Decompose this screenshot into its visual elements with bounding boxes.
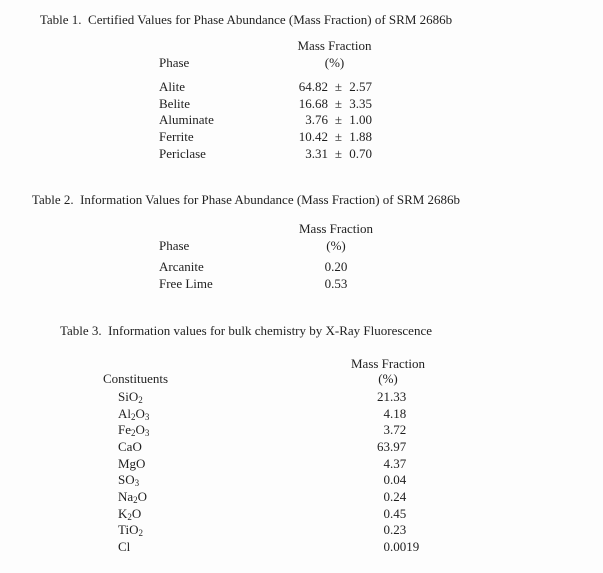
mass-fraction-value-integer: 4 [383,455,391,471]
table-3-caption: Table 3. Information values for bulk che… [59,323,432,338]
phase-row: Arcanite 0.20 [0,259,492,276]
plus-minus-symbol: ± [334,112,343,128]
phase-name: Free Lime [159,275,213,291]
table-3-rows: SiO2 21 .33 Al2O3 4 .18 Fe2O3 3 .72 CaO … [0,389,492,556]
mass-fraction-value-integer: 0 [383,472,391,488]
constituent-row: K2O 0 .45 [0,506,492,523]
mass-fraction-value-integer: 63 [377,438,390,454]
uncertainty-value: 3.35 [349,95,372,111]
phase-row: Aluminate 3.76 ± 1.00 [0,112,492,129]
phase-name: Ferrite [159,128,194,144]
mass-fraction-value-integer: 3 [383,422,391,438]
phase-row: Free Lime 0.53 [0,276,492,293]
plus-minus-symbol: ± [334,128,343,144]
constituent-formula: K2O [118,505,142,522]
constituent-formula: Al2O3 [118,405,150,422]
mass-fraction-value-fraction: .37 [390,455,407,471]
table-2-percent-header: (%) [326,238,346,253]
constituent-row: Na2O 0 .24 [0,489,492,506]
uncertainty-value: 2.57 [349,79,372,94]
table-1-mass-fraction-header: Mass Fraction [297,38,372,53]
constituent-row: MgO 4 .37 [0,456,492,473]
plus-minus-symbol: ± [334,95,343,111]
uncertainty-value: 0.70 [349,145,372,161]
constituent-row: Cl 0 .0019 [0,539,492,556]
constituent-formula: SO3 [118,472,140,489]
constituent-formula: TiO2 [118,522,143,539]
mass-fraction-value: 0.20 [324,259,348,274]
mass-fraction-value-fraction: .72 [390,422,407,438]
constituent-formula: Fe2O3 [118,422,150,439]
table-1-caption: Table 1. Certified Values for Phase Abun… [39,12,453,27]
plus-minus-symbol: ± [334,145,343,161]
constituent-formula: Cl [118,538,131,554]
table-3-percent-header: (%) [378,371,398,386]
table-2-mass-fraction-header: Mass Fraction [298,221,374,236]
table-1-percent-header: (%) [324,55,345,70]
uncertainty-value: 1.00 [349,112,372,128]
constituent-row: TiO2 0 .23 [0,522,492,539]
constituent-row: Fe2O3 3 .72 [0,422,492,439]
constituent-row: CaO 63 .97 [0,439,492,456]
mass-fraction-value-fraction: .23 [390,522,407,538]
mass-fraction-value-integer: 4 [383,405,391,421]
constituent-formula: Na2O [118,488,148,505]
mass-fraction-value-fraction: .04 [390,472,407,488]
mass-fraction-value-fraction: .33 [390,389,407,404]
mass-fraction-value: 3.76 [305,112,328,128]
constituent-row: SO3 0 .04 [0,472,492,489]
constituent-row: Al2O3 4 .18 [0,406,492,423]
mass-fraction-value-integer: 0 [383,538,391,554]
table-1-rows: Alite 64.82 ± 2.57 Belite 16.68 ± 3.35 A… [0,79,492,162]
mass-fraction-value-integer: 0 [383,505,391,521]
mass-fraction-value-fraction: .45 [390,505,407,521]
phase-row: Periclase 3.31 ± 0.70 [0,146,492,163]
phase-name: Arcanite [159,259,204,274]
mass-fraction-value-fraction: .0019 [390,538,420,554]
phase-row: Alite 64.82 ± 2.57 [0,79,492,96]
mass-fraction-value: 64.82 [298,79,328,94]
mass-fraction-value: 10.42 [298,128,328,144]
table-2-phase-header: Phase [159,238,190,253]
phase-name: Periclase [159,145,206,161]
uncertainty-value: 1.88 [349,128,372,144]
phase-name: Alite [159,79,185,94]
table-1-phase-header: Phase [159,55,190,70]
constituent-formula: CaO [118,438,142,454]
phase-row: Belite 16.68 ± 3.35 [0,96,492,113]
mass-fraction-value: 0.53 [324,275,348,291]
phase-name: Aluminate [159,112,214,128]
constituent-formula: SiO2 [118,389,143,405]
phase-row: Ferrite 10.42 ± 1.88 [0,129,492,146]
mass-fraction-value-fraction: .97 [390,438,407,454]
mass-fraction-value-integer: 0 [383,522,391,538]
mass-fraction-value-fraction: .18 [390,405,407,421]
mass-fraction-value-integer: 21 [377,389,390,404]
table-2-caption: Table 2. Information Values for Phase Ab… [31,192,461,207]
mass-fraction-value: 16.68 [298,95,328,111]
phase-name: Belite [159,95,191,111]
constituent-row: SiO2 21 .33 [0,389,492,406]
table-2-rows: Arcanite 0.20 Free Lime 0.53 [0,259,492,292]
mass-fraction-value-integer: 0 [383,488,391,504]
table-3-mass-fraction-header: Mass Fraction [350,356,426,371]
constituent-formula: MgO [118,455,146,471]
mass-fraction-value-fraction: .24 [390,488,407,504]
plus-minus-symbol: ± [334,79,343,94]
mass-fraction-value: 3.31 [305,145,328,161]
table-3-constituents-header: Constituents [103,371,169,386]
